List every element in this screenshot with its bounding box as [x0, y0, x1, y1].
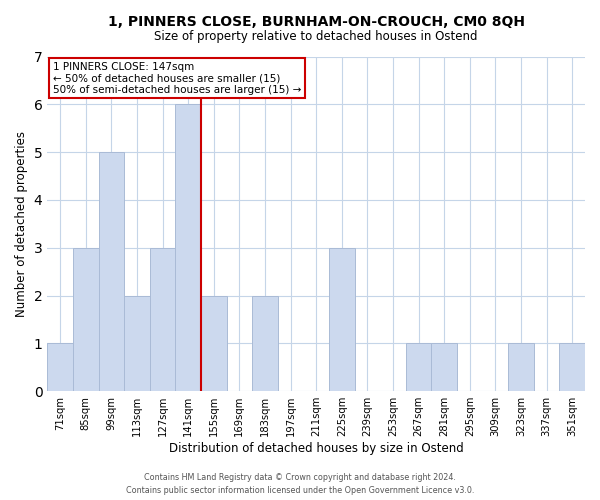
Bar: [508, 344, 534, 391]
Bar: [329, 248, 355, 391]
Bar: [252, 296, 278, 391]
Bar: [47, 344, 73, 391]
Text: Contains HM Land Registry data © Crown copyright and database right 2024.
Contai: Contains HM Land Registry data © Crown c…: [126, 474, 474, 495]
Bar: [98, 152, 124, 391]
Text: 1 PINNERS CLOSE: 147sqm
← 50% of detached houses are smaller (15)
50% of semi-de: 1 PINNERS CLOSE: 147sqm ← 50% of detache…: [53, 62, 301, 95]
Bar: [150, 248, 175, 391]
Title: 1, PINNERS CLOSE, BURNHAM-ON-CROUCH, CM0 8QH: 1, PINNERS CLOSE, BURNHAM-ON-CROUCH, CM0…: [107, 15, 524, 29]
Y-axis label: Number of detached properties: Number of detached properties: [15, 131, 28, 317]
Bar: [73, 248, 98, 391]
X-axis label: Distribution of detached houses by size in Ostend: Distribution of detached houses by size …: [169, 442, 464, 455]
Bar: [124, 296, 150, 391]
Bar: [201, 296, 227, 391]
Text: Size of property relative to detached houses in Ostend: Size of property relative to detached ho…: [154, 30, 478, 43]
Bar: [559, 344, 585, 391]
Bar: [406, 344, 431, 391]
Bar: [431, 344, 457, 391]
Bar: [175, 104, 201, 391]
